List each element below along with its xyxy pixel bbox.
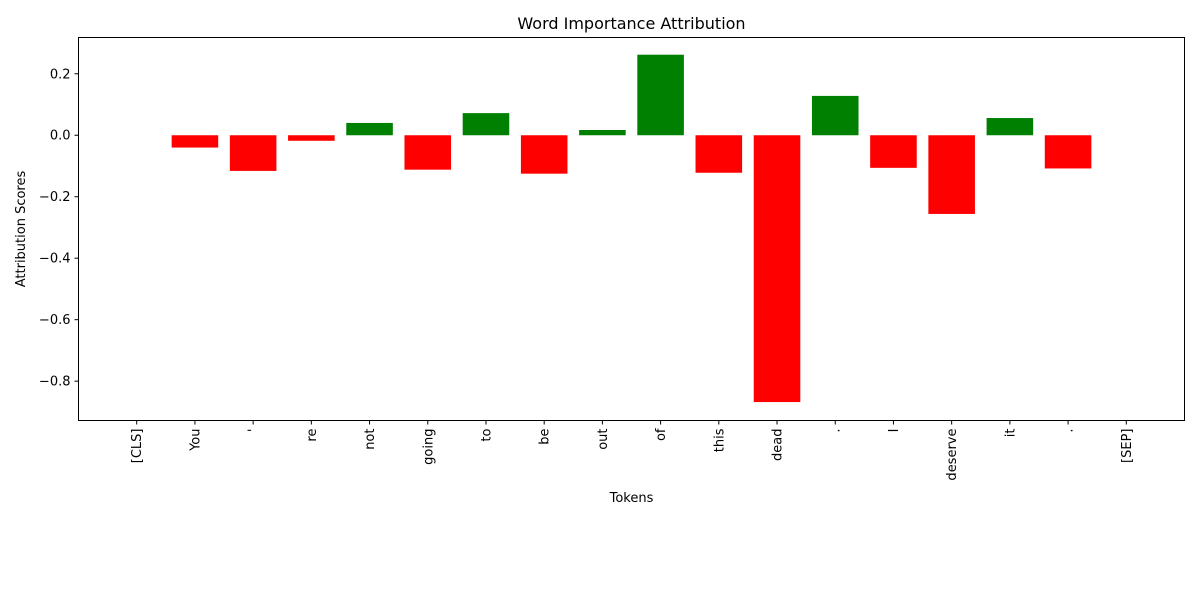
y-tick-label: 0.2 bbox=[50, 67, 71, 82]
bar-7 bbox=[520, 135, 568, 174]
x-tick-label: You bbox=[188, 429, 203, 452]
x-tick-label: dead bbox=[771, 429, 786, 461]
bar-16 bbox=[1044, 135, 1092, 169]
y-tick-label: −0.8 bbox=[39, 375, 71, 390]
bar-3 bbox=[288, 135, 335, 141]
x-tick-label: of bbox=[654, 428, 669, 441]
y-tick-label: −0.4 bbox=[39, 252, 71, 267]
bar-1 bbox=[171, 135, 219, 148]
x-tick-label: [CLS] bbox=[130, 429, 145, 464]
bars-group bbox=[171, 54, 1092, 403]
x-tick-label: be bbox=[538, 428, 553, 444]
y-axis-ticks: 0.2 0.0 −0.2 −0.4 −0.6 −0.8 bbox=[39, 67, 79, 390]
x-tick-label: out bbox=[596, 429, 611, 450]
x-tick-label: I bbox=[887, 429, 902, 433]
x-tick-label: to bbox=[479, 428, 494, 441]
x-tick-label: [SEP] bbox=[1120, 429, 1135, 463]
x-tick-label: re bbox=[305, 429, 320, 442]
bar-4 bbox=[346, 122, 393, 136]
x-tick-label: deserve bbox=[945, 429, 960, 481]
x-tick-label: . bbox=[829, 429, 844, 433]
y-tick-label: −0.2 bbox=[39, 190, 71, 205]
x-tick-label: ' bbox=[247, 429, 262, 433]
bar-12 bbox=[811, 95, 859, 136]
bar-6 bbox=[462, 113, 510, 136]
chart-title: Word Importance Attribution bbox=[517, 14, 745, 33]
x-tick-label: going bbox=[421, 429, 436, 465]
y-tick-label: −0.6 bbox=[39, 313, 71, 328]
bar-10 bbox=[695, 135, 743, 173]
bar-2 bbox=[229, 135, 277, 171]
y-tick-label: 0.0 bbox=[50, 129, 71, 144]
x-tick-label: . bbox=[1062, 429, 1077, 433]
bar-15 bbox=[986, 118, 1034, 136]
bar-14 bbox=[928, 135, 975, 214]
bar-9 bbox=[637, 54, 684, 136]
plot-frame bbox=[78, 37, 1185, 421]
x-tick-label: not bbox=[363, 429, 378, 450]
bar-8 bbox=[579, 130, 626, 136]
bar-11 bbox=[753, 135, 801, 403]
bar-13 bbox=[870, 135, 917, 168]
x-tick-label: this bbox=[712, 428, 727, 452]
x-tick-label: it bbox=[1003, 429, 1018, 438]
bar-5 bbox=[404, 135, 452, 170]
y-axis-title: Attribution Scores bbox=[14, 171, 29, 288]
x-axis-title: Tokens bbox=[609, 491, 654, 506]
